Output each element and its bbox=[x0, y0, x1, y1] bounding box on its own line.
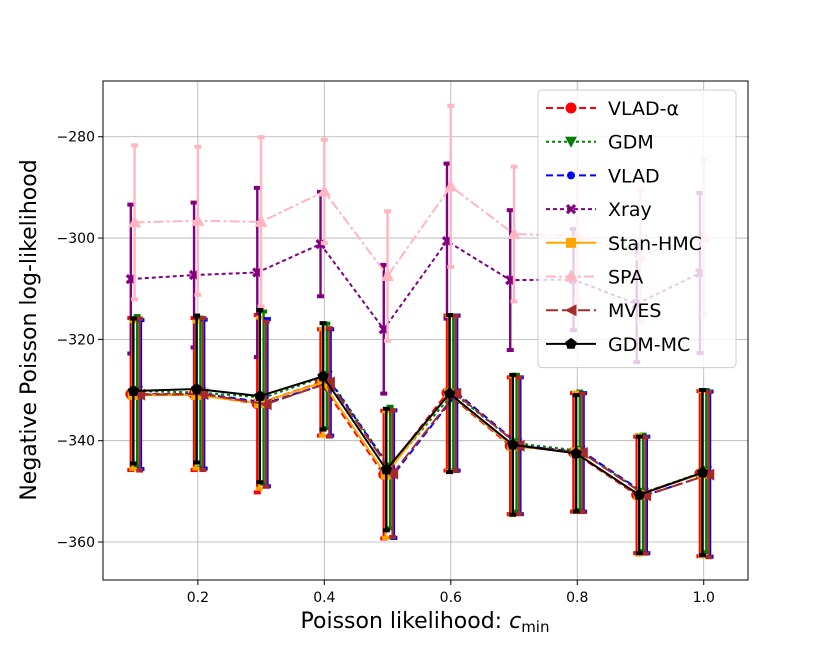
data-point bbox=[254, 214, 268, 227]
legend-marker bbox=[564, 269, 578, 282]
legend-label: GDM bbox=[608, 132, 654, 154]
marker-stroke bbox=[565, 203, 577, 215]
data-point bbox=[380, 463, 392, 475]
legend-label: VLAD-α bbox=[608, 98, 679, 120]
y-tick-label: −320 bbox=[57, 332, 95, 348]
y-axis-label: Negative Poisson log-likelihood bbox=[17, 159, 42, 500]
legend-label: Stan-HMC bbox=[608, 233, 702, 255]
y-tick-label: −300 bbox=[57, 231, 95, 247]
data-point bbox=[196, 388, 209, 401]
legend-label: VLAD bbox=[608, 165, 660, 187]
data-point bbox=[702, 468, 715, 481]
legend-marker bbox=[565, 203, 577, 215]
series-line bbox=[134, 184, 705, 278]
data-point bbox=[381, 269, 395, 282]
x-tick-label: 0.2 bbox=[187, 590, 209, 606]
legend: VLAD-α GDM VLAD Xray Stan-HMC SPA MVES GDM-MC bbox=[537, 89, 737, 369]
data-point bbox=[317, 370, 329, 382]
legend-marker bbox=[565, 136, 577, 148]
data-point bbox=[127, 385, 140, 396]
data-point bbox=[443, 387, 456, 399]
plot-frame bbox=[102, 80, 749, 581]
y-tick-label: −360 bbox=[57, 535, 95, 551]
data-point bbox=[190, 383, 203, 394]
legend-entry: Xray bbox=[546, 199, 652, 221]
data-point bbox=[254, 390, 266, 401]
series-line bbox=[133, 375, 703, 496]
legend-entry: Stan-HMC bbox=[546, 233, 702, 255]
legend-marker bbox=[565, 337, 577, 349]
data-point bbox=[696, 466, 709, 478]
tick-layer: 0.2 0.4 0.6 0.8 1.0 −360 −340 −320 −300 −280 bbox=[57, 130, 715, 606]
x-axis-label: Poisson likelihood: cmin bbox=[301, 609, 550, 636]
y-tick-label: −340 bbox=[57, 434, 95, 450]
x-axis-label-subscript: min bbox=[521, 618, 549, 636]
legend-label: MVES bbox=[608, 300, 661, 322]
x-axis-label-text: Poisson likelihood: bbox=[301, 609, 510, 634]
data-point bbox=[323, 376, 335, 389]
series-line bbox=[132, 381, 703, 496]
legend-entry: VLAD bbox=[546, 165, 660, 187]
series-gdm-mc bbox=[127, 307, 709, 558]
x-axis-label-symbol: c bbox=[509, 609, 521, 634]
x-tick-label: 0.6 bbox=[440, 590, 462, 606]
legend-marker bbox=[565, 304, 577, 317]
legend-entry: VLAD-α bbox=[546, 98, 679, 120]
x-tick-label: 0.4 bbox=[313, 590, 335, 606]
data-point bbox=[507, 226, 521, 239]
data-point bbox=[633, 488, 645, 500]
data-point bbox=[386, 467, 399, 480]
legend-marker bbox=[565, 102, 577, 114]
data-point bbox=[191, 213, 205, 226]
legend-label: Xray bbox=[608, 199, 652, 221]
x-tick-label: 1.0 bbox=[693, 590, 715, 606]
data-point bbox=[570, 447, 582, 459]
series-line bbox=[137, 374, 707, 494]
y-tick-label: −280 bbox=[57, 130, 95, 146]
legend-box bbox=[537, 89, 737, 369]
legend-entry: SPA bbox=[546, 267, 643, 289]
data-point bbox=[128, 215, 142, 228]
legend-label: SPA bbox=[608, 267, 643, 289]
legend-label: GDM-MC bbox=[608, 334, 690, 356]
data-point bbox=[449, 387, 462, 400]
legend-entry: GDM bbox=[546, 132, 654, 154]
data-point bbox=[444, 179, 458, 192]
data-point bbox=[317, 184, 331, 197]
legend-entry: GDM-MC bbox=[546, 334, 690, 356]
legend-marker bbox=[566, 237, 576, 248]
legend-marker bbox=[567, 171, 575, 180]
data-point bbox=[260, 398, 272, 411]
data-point bbox=[576, 446, 588, 459]
legend-entry: MVES bbox=[546, 300, 661, 322]
data-point bbox=[507, 438, 519, 450]
x-tick-label: 0.8 bbox=[566, 590, 588, 606]
series-line bbox=[139, 381, 710, 497]
